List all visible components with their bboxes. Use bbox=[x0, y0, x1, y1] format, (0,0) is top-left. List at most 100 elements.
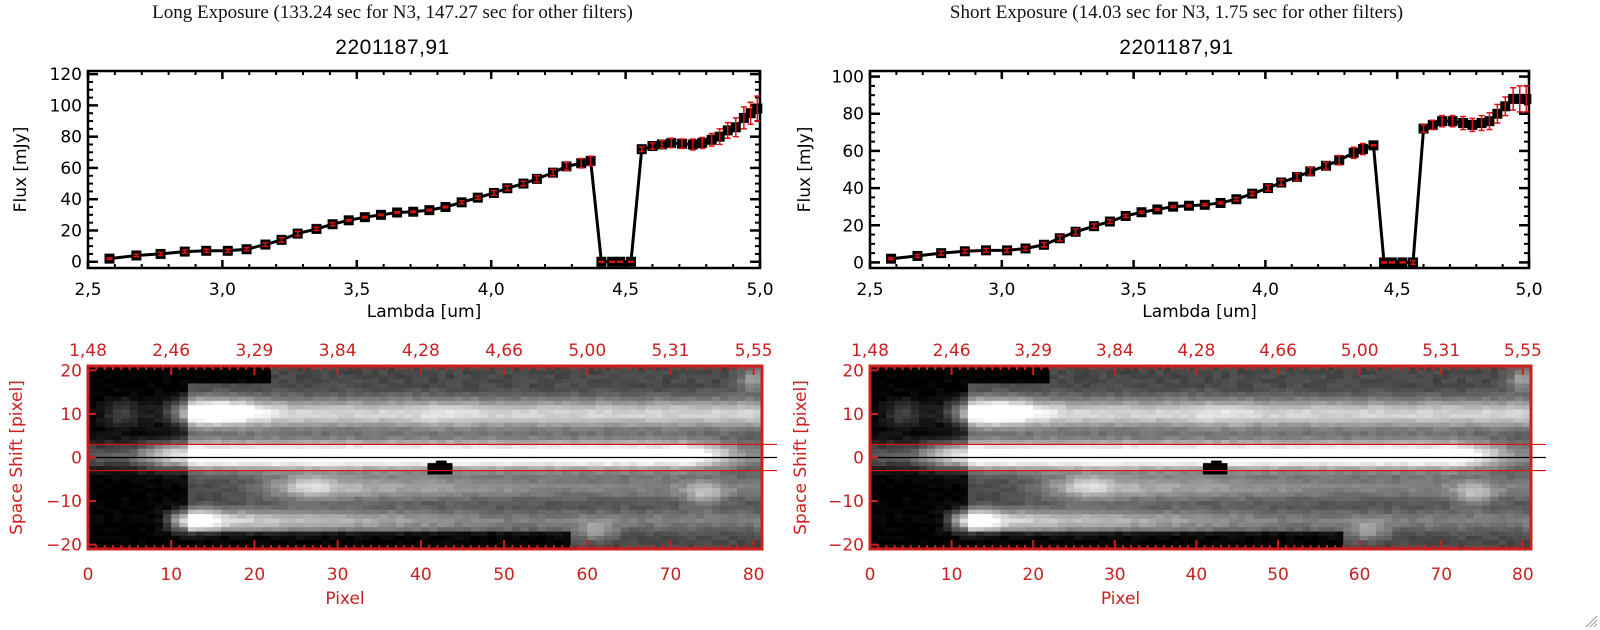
image-pixel bbox=[171, 505, 181, 511]
image-pixel bbox=[362, 400, 372, 406]
image-pixel bbox=[902, 383, 912, 389]
image-pixel bbox=[470, 413, 480, 419]
image-pixel bbox=[967, 479, 977, 485]
x-tick-label: 3,5 bbox=[1120, 280, 1147, 300]
image-pixel bbox=[620, 392, 630, 398]
image-pixel bbox=[320, 518, 330, 524]
image-pixel bbox=[171, 405, 181, 411]
image-pixel bbox=[878, 540, 887, 546]
image-pixel bbox=[121, 544, 131, 550]
image-pixel bbox=[612, 396, 622, 402]
image-pixel bbox=[379, 501, 389, 507]
image-pixel bbox=[279, 366, 289, 371]
image-pixel bbox=[121, 514, 131, 520]
image-pixel bbox=[137, 387, 147, 393]
image-pixel bbox=[570, 470, 580, 476]
image-pixel bbox=[504, 392, 513, 398]
image-pixel bbox=[562, 501, 572, 507]
image-pixel bbox=[271, 544, 280, 550]
image-pixel bbox=[662, 531, 672, 537]
image-pixel bbox=[229, 488, 239, 493]
image-pixel bbox=[320, 522, 330, 528]
image-pixel bbox=[984, 440, 994, 446]
image-pixel bbox=[337, 466, 347, 472]
image-pixel bbox=[212, 531, 222, 537]
image-pixel bbox=[129, 427, 139, 432]
image-pixel bbox=[271, 387, 280, 393]
image-pixel bbox=[695, 440, 705, 446]
image-pixel bbox=[637, 422, 647, 428]
image-pixel bbox=[129, 387, 139, 393]
image-pixel bbox=[927, 409, 936, 415]
image-pixel bbox=[354, 405, 364, 411]
image-pixel bbox=[404, 418, 414, 424]
image-pixel bbox=[578, 418, 588, 424]
image-pixel bbox=[146, 366, 156, 371]
image-pixel bbox=[395, 496, 405, 502]
image-pixel bbox=[345, 370, 355, 376]
image-pixel bbox=[537, 400, 547, 406]
image-pixel bbox=[362, 518, 372, 524]
image-pixel bbox=[104, 540, 114, 546]
image-pixel bbox=[437, 427, 447, 432]
image-pixel bbox=[262, 427, 272, 432]
image-pixel bbox=[437, 444, 447, 450]
image-pixel bbox=[578, 479, 588, 485]
image-pixel bbox=[753, 422, 763, 428]
image-pixel bbox=[429, 448, 439, 454]
image-pixel bbox=[320, 479, 330, 485]
image-pixel bbox=[910, 509, 920, 515]
image-pixel bbox=[154, 479, 164, 485]
image-pixel bbox=[262, 540, 272, 546]
image-pixel bbox=[878, 466, 887, 472]
image-pixel bbox=[229, 492, 239, 498]
image-pixel bbox=[976, 544, 985, 550]
image-pixel bbox=[395, 396, 405, 402]
image-pixel bbox=[578, 531, 588, 537]
image-pixel bbox=[612, 496, 622, 502]
image-pixel bbox=[345, 457, 355, 463]
image-pixel bbox=[287, 379, 297, 385]
image-pixel bbox=[902, 387, 912, 393]
image-pixel bbox=[959, 431, 969, 437]
image-pixel bbox=[687, 496, 697, 502]
image-pixel bbox=[146, 431, 156, 437]
image-pixel bbox=[504, 427, 513, 432]
image-pixel bbox=[162, 492, 172, 498]
image-pixel bbox=[943, 444, 953, 450]
image-pixel bbox=[537, 409, 547, 415]
image-pixel bbox=[967, 448, 977, 454]
image-pixel bbox=[312, 509, 322, 515]
image-pixel bbox=[246, 448, 256, 454]
image-pixel bbox=[951, 435, 961, 441]
image-pixel bbox=[992, 527, 1002, 533]
image-pixel bbox=[154, 457, 164, 463]
image-pixel bbox=[479, 540, 489, 546]
image-pixel bbox=[337, 509, 347, 515]
image-pixel bbox=[918, 374, 928, 380]
image-pixel bbox=[146, 383, 156, 389]
image-pixel bbox=[454, 540, 464, 546]
image-pixel bbox=[637, 405, 647, 411]
image-pixel bbox=[479, 400, 489, 406]
image-pixel bbox=[1000, 461, 1010, 467]
image-pixel bbox=[454, 387, 464, 393]
image-pixel bbox=[984, 527, 994, 533]
image-pixel bbox=[603, 370, 613, 376]
image-pixel bbox=[229, 409, 239, 415]
image-pixel bbox=[753, 370, 763, 376]
image-pixel bbox=[504, 413, 513, 419]
image-pixel bbox=[976, 466, 985, 472]
image-pixel bbox=[737, 479, 746, 485]
image-pixel bbox=[129, 383, 139, 389]
image-pixel bbox=[728, 383, 738, 389]
image-pixel bbox=[984, 448, 994, 454]
image-pixel bbox=[728, 488, 738, 493]
image-pixel bbox=[196, 535, 206, 541]
image-pixel bbox=[737, 409, 746, 415]
image-pixel bbox=[653, 470, 663, 476]
image-pixel bbox=[1008, 405, 1018, 411]
image-pixel bbox=[720, 370, 730, 376]
image-pixel bbox=[603, 544, 613, 550]
x-tick-label: 2,5 bbox=[856, 280, 883, 300]
